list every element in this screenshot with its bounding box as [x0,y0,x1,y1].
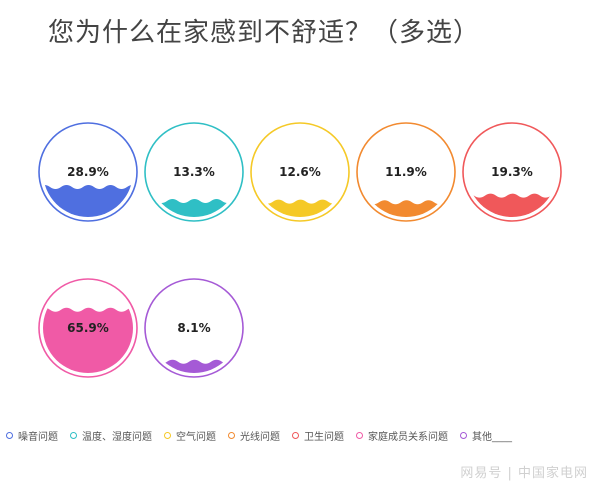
gauge-value-label: 13.3% [173,165,215,179]
legend-marker-icon [228,431,235,439]
legend-marker-icon [292,431,299,439]
legend-item: 温度、湿度问题 [70,428,152,443]
legend-label: 温度、湿度问题 [82,431,152,443]
legend-marker-icon [460,431,467,439]
legend-item: 光线问题 [228,428,280,443]
legend-label: 卫生问题 [304,431,344,443]
chart-title: 您为什么在家感到不舒适？（多选） [48,18,481,48]
gauge-3: 12.6% [250,122,350,222]
liquid-gauge-chart: 28.9% 13.3% 12.6% 11.9% 19.3% 65.9% 8.1% [38,122,562,378]
gauge-ring [356,122,456,222]
gauge-value-label: 65.9% [67,321,109,335]
legend-marker-icon [356,431,363,439]
legend-marker-icon [6,431,13,439]
gauge-2: 13.3% [144,122,244,222]
gauge-4: 11.9% [356,122,456,222]
gauge-value-label: 11.9% [385,165,427,179]
gauge-6: 65.9% [38,278,138,378]
legend-item: 噪音问题 [6,428,58,443]
gauge-1: 28.9% [38,122,138,222]
legend-item: 其他____ [460,428,512,443]
legend-label: 空气问题 [176,431,216,443]
legend-label: 噪音问题 [18,431,58,443]
gauge-value-label: 28.9% [67,165,109,179]
gauge-value-label: 12.6% [279,165,321,179]
legend-item: 家庭成员关系问题 [356,428,448,443]
gauge-value-label: 19.3% [491,165,533,179]
gauge-liquid-fill [43,184,133,217]
legend-item: 空气问题 [164,428,216,443]
legend-label: 其他____ [472,431,512,443]
legend-marker-icon [164,431,171,439]
watermark: 网易号 | 中国家电网 [460,466,588,481]
gauge-5: 19.3% [462,122,562,222]
legend-item: 卫生问题 [292,428,344,443]
legend-label: 光线问题 [240,431,280,443]
legend-label: 家庭成员关系问题 [368,431,448,443]
gauge-ring [144,278,244,378]
gauge-ring [250,122,350,222]
legend-marker-icon [70,431,77,439]
gauge-value-label: 8.1% [177,321,210,335]
legend: 噪音问题 温度、湿度问题 空气问题 光线问题 卫生问题 家庭成员关系问题 其他____ [6,426,598,444]
gauge-7: 8.1% [144,278,244,378]
gauge-ring [144,122,244,222]
